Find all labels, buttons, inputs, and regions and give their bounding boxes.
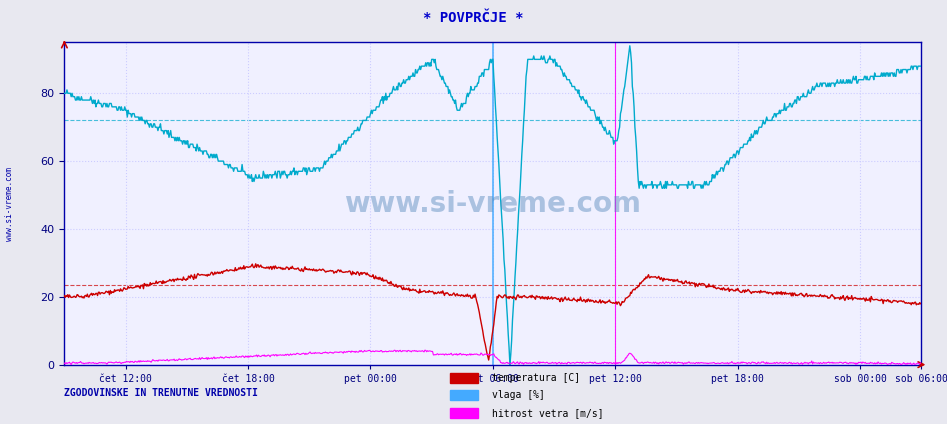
FancyBboxPatch shape [450, 408, 478, 418]
FancyBboxPatch shape [450, 373, 478, 382]
Text: www.si-vreme.com: www.si-vreme.com [345, 190, 641, 218]
Text: hitrost vetra [m/s]: hitrost vetra [m/s] [492, 408, 604, 418]
Text: ZGODOVINSKE IN TRENUTNE VREDNOSTI: ZGODOVINSKE IN TRENUTNE VREDNOSTI [64, 388, 259, 398]
Text: www.si-vreme.com: www.si-vreme.com [5, 167, 14, 240]
FancyBboxPatch shape [450, 391, 478, 400]
Text: * POVPRČJE *: * POVPRČJE * [423, 11, 524, 25]
Text: temperatura [C]: temperatura [C] [492, 373, 581, 383]
Text: vlaga [%]: vlaga [%] [492, 391, 545, 400]
